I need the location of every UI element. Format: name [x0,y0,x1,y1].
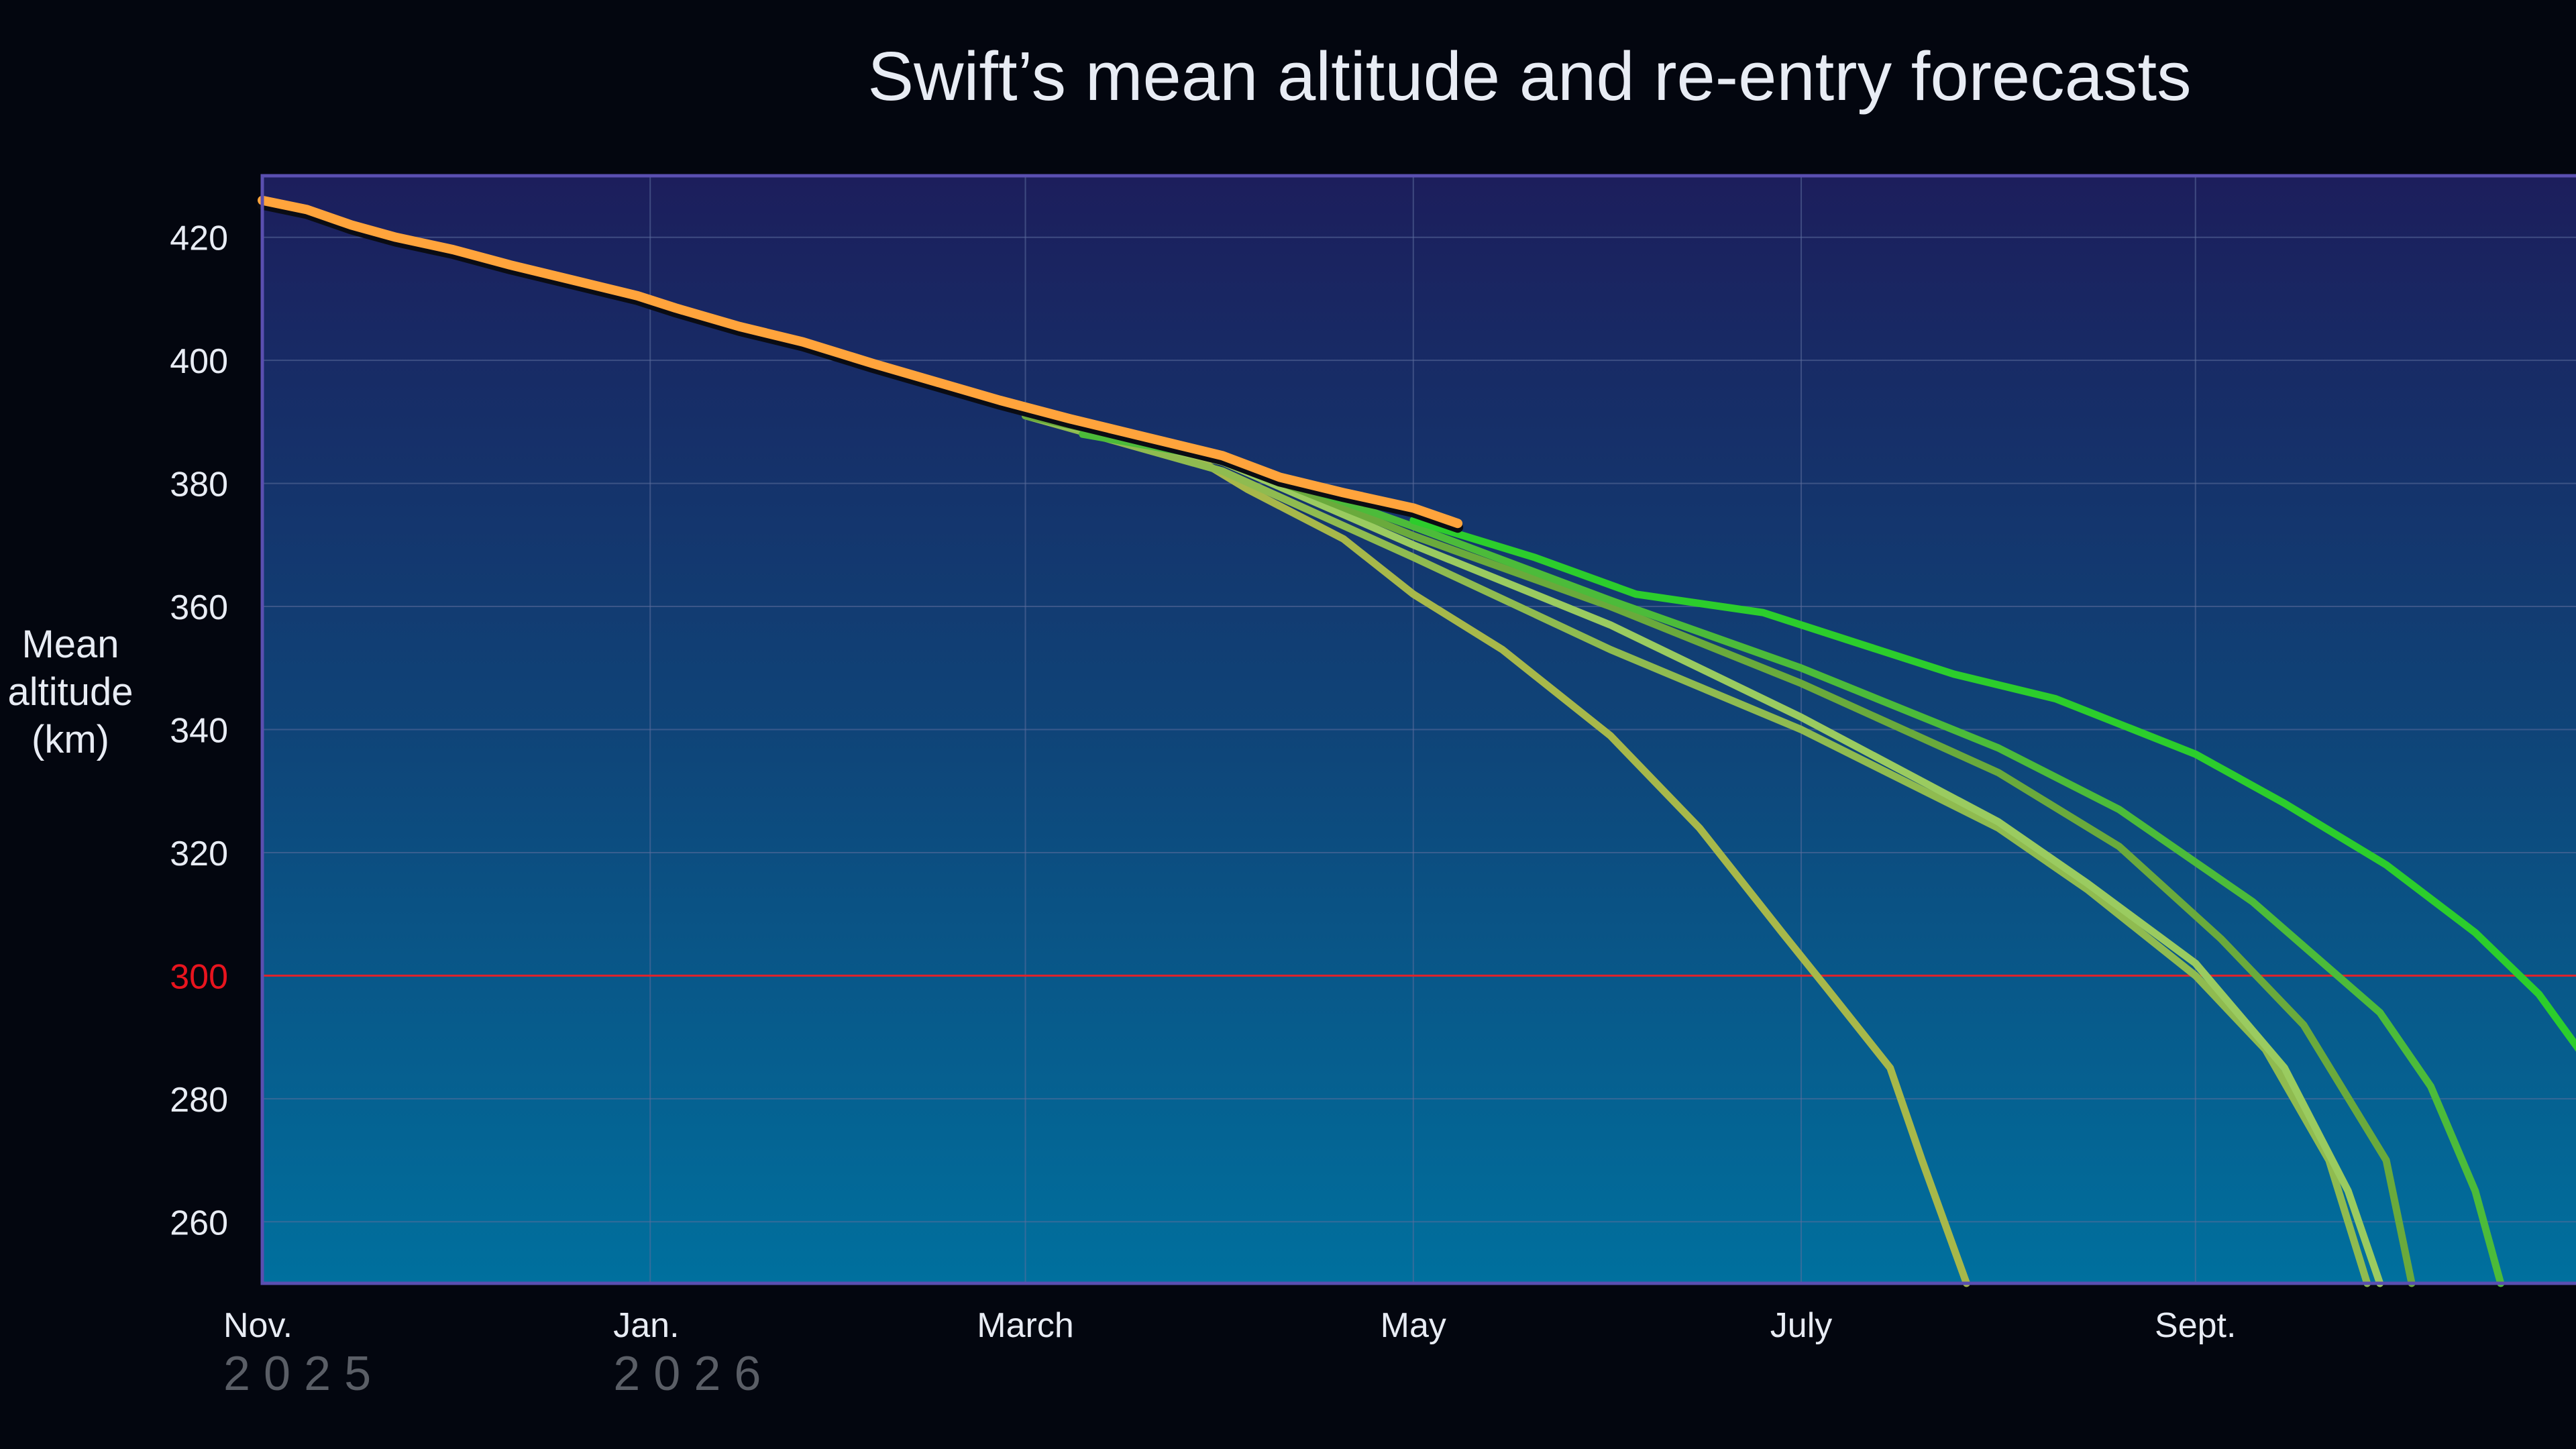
y-axis-label: Mean altitude (km) [0,621,141,763]
x-tick-label: March [977,1306,1073,1345]
forecast-line-4 [1022,412,2416,1287]
y-axis-label-line-1: Mean [21,623,119,666]
x-tick-label: Jan. [613,1306,679,1345]
tick-labels: 260 280 300 320 340 360 380 400 420 Nov.2 0 2 5 Ja… [170,219,2236,1401]
forecast-line-5 [1079,430,2505,1287]
x-year-label: 2 0 2 5 [223,1347,371,1401]
plot-border [260,174,2576,1285]
y-tick-label: 300 [170,957,228,996]
observed-line [258,195,1463,529]
y-tick-label: 340 [170,712,228,751]
y-tick-label: 420 [170,219,228,258]
y-tick-label: 260 [170,1203,228,1242]
y-tick-label: 380 [170,466,228,504]
x-tick-label: Sept. [2155,1306,2236,1345]
x-tick-label: Nov. [223,1306,292,1345]
y-tick-label: 400 [170,342,228,381]
x-tick-label: July [1770,1306,1832,1345]
y-axis-label-line-3: (km) [32,718,109,761]
y-axis-label-line-2: altitude [7,670,133,714]
chart-title: Swift’s mean altitude and re-entry forec… [867,38,2192,115]
forecast-line-3 [1022,412,2384,1287]
x-tick-label: May [1381,1306,1446,1345]
plot-frame [260,174,2576,1285]
x-year-label: 2 0 2 6 [613,1347,761,1401]
forecast-line-2 [1022,412,2371,1287]
y-tick-label: 360 [170,588,228,627]
y-tick-label: 280 [170,1081,228,1120]
forecast-line-6 [1409,517,2576,1052]
grid [262,176,2576,1283]
y-tick-label: 320 [170,835,228,873]
series-layer [257,195,2576,1287]
